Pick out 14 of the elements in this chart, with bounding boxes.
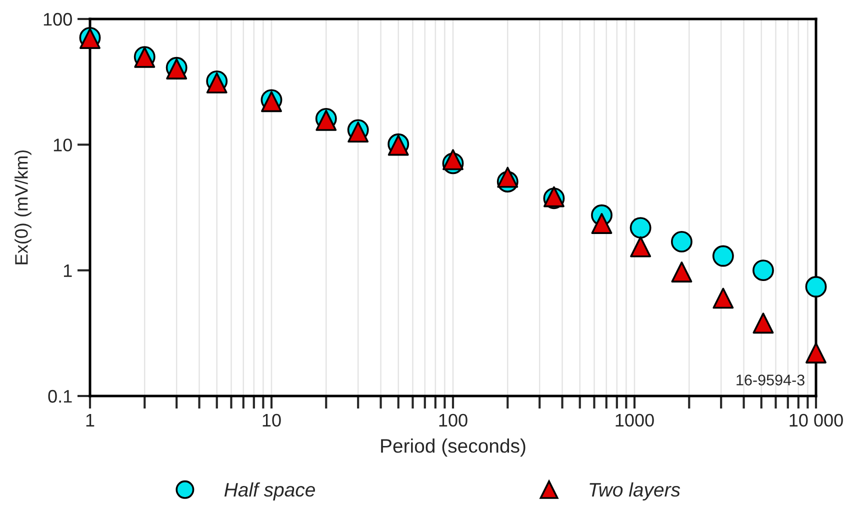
y-tick-label: 1	[64, 264, 72, 277]
x-tick-label: 100	[439, 414, 468, 427]
x-tick-label: 10 000	[790, 414, 843, 427]
y-tick-label: 10	[54, 138, 72, 152]
y-tick-label: 100	[44, 12, 72, 26]
y-tick-label: 0.1	[48, 390, 72, 403]
x-axis-title: Period (seconds)	[381, 438, 526, 457]
x-tick-label: 10	[262, 414, 281, 427]
y-axis-title: Ex(0) (mV/km)	[14, 150, 32, 264]
legend-label: Two layers	[590, 482, 680, 500]
x-tick-label: 1	[86, 414, 94, 426]
legend-label: Half space	[224, 482, 315, 500]
annotation: 16-9594-3	[736, 374, 804, 386]
x-tick-label: 1000	[616, 414, 654, 427]
